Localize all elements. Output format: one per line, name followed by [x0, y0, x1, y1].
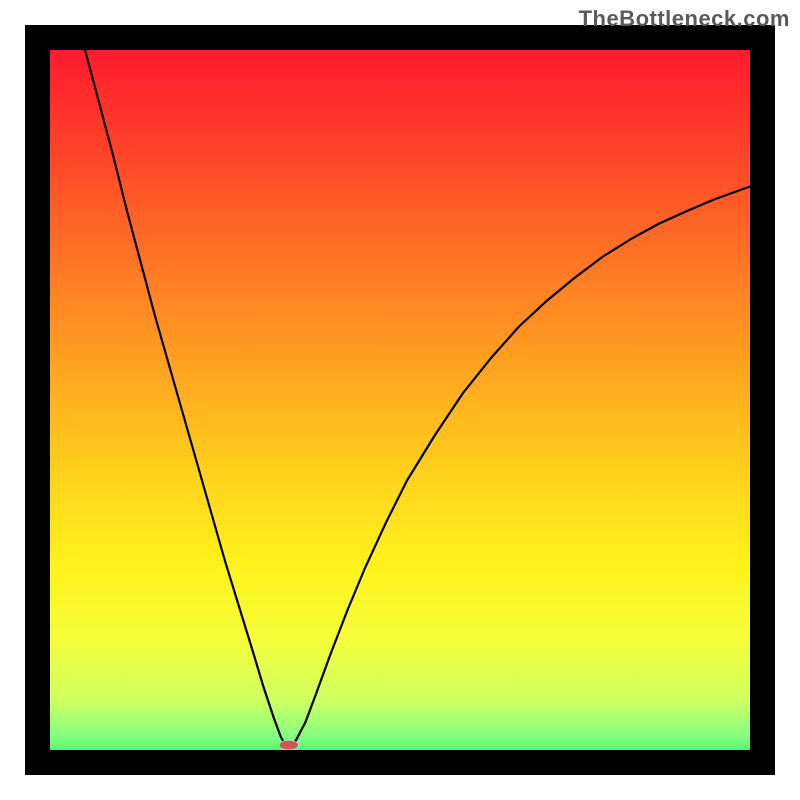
chart-svg	[25, 25, 775, 775]
chart-frame: TheBottleneck.com	[0, 0, 800, 800]
watermark-text: TheBottleneck.com	[579, 6, 790, 32]
chart-plot-area	[25, 25, 775, 775]
gradient-background	[25, 25, 775, 775]
min-marker-dot	[279, 740, 299, 750]
